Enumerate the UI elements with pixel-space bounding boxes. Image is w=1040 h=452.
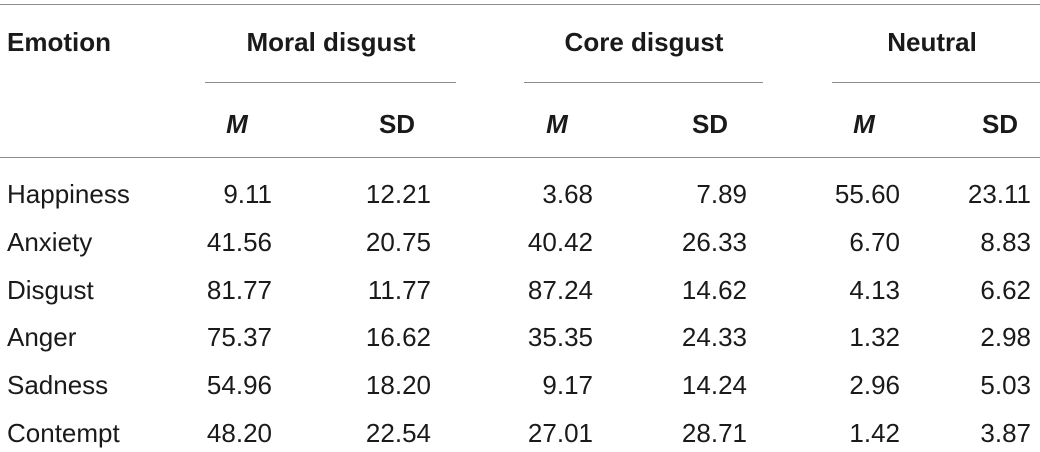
table-cell: 81.77 [206,275,272,305]
row-label-contempt: Contempt [7,418,120,448]
header-rule [0,157,1040,158]
table-cell: 20.75 [365,227,431,257]
subheader-neutral-sd: SD [981,109,1019,139]
group-rule-moral-disgust [205,82,456,83]
table-cell: 16.62 [365,322,431,352]
table-cell: 11.77 [367,275,431,305]
table-cell: 4.13 [849,275,900,305]
table-cell: 9.11 [223,179,272,209]
table-cell: 22.54 [365,418,431,448]
table-cell: 54.96 [206,370,272,400]
row-label-disgust: Disgust [7,275,94,305]
group-rule-core-disgust [524,82,763,83]
table-cell: 2.96 [849,370,900,400]
table-cell: 9.17 [542,370,593,400]
row-label-anger: Anger [7,322,77,352]
top-rule [0,4,1040,5]
table-cell: 75.37 [206,322,272,352]
table-cell: 24.33 [681,322,747,352]
table-cell: 3.87 [980,418,1031,448]
table-cell: 41.56 [206,227,272,257]
table-cell: 28.71 [681,418,747,448]
table-cell: 23.11 [967,179,1031,209]
table-cell: 3.68 [542,179,593,209]
table-cell: 12.21 [365,179,431,209]
subheader-moral-sd: SD [378,109,416,139]
header-group-neutral: Neutral [887,27,977,57]
table-cell: 14.24 [681,370,747,400]
row-label-sadness: Sadness [7,370,109,400]
header-emotion: Emotion [7,27,111,57]
table-cell: 18.20 [365,370,431,400]
table-cell: 87.24 [527,275,593,305]
subheader-moral-m: M [226,109,248,139]
table-cell: 26.33 [681,227,747,257]
subheader-core-sd: SD [691,109,729,139]
table-cell: 6.70 [849,227,900,257]
table-cell: 55.60 [834,179,900,209]
table-cell: 8.83 [980,227,1031,257]
table-cell: 1.32 [849,322,900,352]
table-cell: 7.89 [696,179,747,209]
subheader-neutral-m: M [853,109,875,139]
table-cell: 40.42 [527,227,593,257]
header-group-core-disgust: Core disgust [564,27,724,57]
table-cell: 6.62 [980,275,1031,305]
header-group-moral-disgust: Moral disgust [246,27,416,57]
row-label-anxiety: Anxiety [7,227,93,257]
table-cell: 5.03 [980,370,1031,400]
table-cell: 1.42 [849,418,900,448]
table-cell: 35.35 [527,322,593,352]
table-cell: 27.01 [527,418,593,448]
table-cell: 14.62 [681,275,747,305]
table-cell: 2.98 [980,322,1031,352]
subheader-core-m: M [546,109,568,139]
table-cell: 48.20 [206,418,272,448]
group-rule-neutral [832,82,1040,83]
row-label-happiness: Happiness [7,179,130,209]
